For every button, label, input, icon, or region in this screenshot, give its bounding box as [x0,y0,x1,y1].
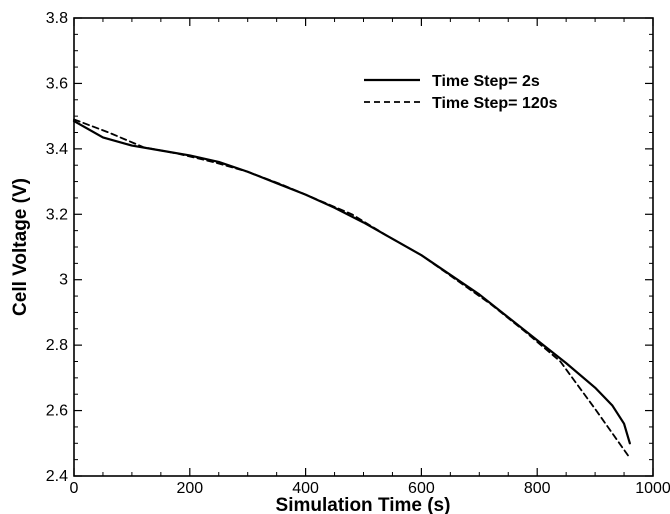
legend: Time Step= 2s Time Step= 120s [364,73,558,112]
y-tick-label: 3.8 [46,10,68,27]
legend-label-series-2: Time Step= 120s [432,95,558,112]
x-tick-label: 0 [70,480,79,497]
y-tick-label: 3.4 [46,141,68,158]
x-tick-label: 800 [524,480,551,497]
series-line-1 [72,119,631,445]
series-line-2 [73,118,631,459]
plot-frame [73,17,654,477]
y-tick-label: 3.2 [46,206,68,223]
legend-label-series-1: Time Step= 2s [432,73,540,90]
y-tick-label: 2.8 [46,337,68,354]
x-tick-label: 600 [408,480,435,497]
y-tick-label: 2.6 [46,403,68,420]
x-ticks: 0 200 400 600 800 1000 [70,18,670,497]
y-axis-title: Cell Voltage (V) [10,178,31,316]
series-layer [72,118,631,459]
x-axis-title: Simulation Time (s) [276,495,451,514]
y-tick-label: 3.6 [46,75,68,92]
x-tick-label: 400 [292,480,319,497]
y-ticks: 2.4 2.6 2.8 3 3.2 3.4 3.6 3.8 [46,10,653,485]
x-tick-label: 1000 [635,480,670,497]
x-tick-label: 200 [176,480,203,497]
y-tick-label: 3 [59,272,68,289]
y-tick-label: 2.4 [46,468,68,485]
